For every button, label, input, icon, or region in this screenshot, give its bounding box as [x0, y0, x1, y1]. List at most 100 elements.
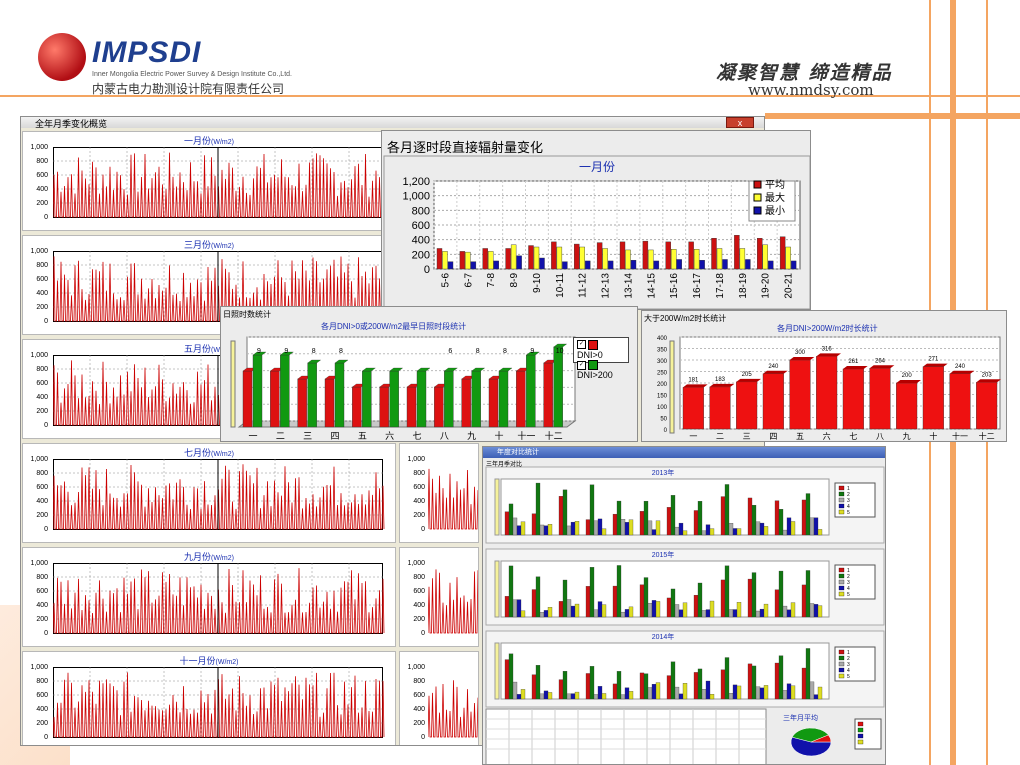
bar: [520, 689, 526, 700]
bar: [566, 693, 572, 700]
checkbox[interactable]: ✓: [577, 360, 586, 370]
x-tick-label: 十二: [545, 430, 563, 441]
legend-label: 3: [847, 498, 850, 504]
data-label: 9: [530, 348, 534, 355]
bar: [678, 693, 684, 700]
bar: [651, 600, 657, 618]
bar: [670, 588, 676, 618]
data-label: 271: [928, 357, 939, 363]
x-tick-label: 二: [716, 432, 724, 441]
checkbox[interactable]: ✓: [577, 340, 586, 350]
y-tick-label: 1,000: [30, 560, 48, 567]
y-tick-label: 800: [36, 470, 48, 477]
bar-top: [896, 380, 921, 383]
x-tick-label: 九: [467, 431, 476, 441]
slide-horizontal-rule: [765, 113, 1020, 119]
bar: [759, 522, 765, 536]
y-tick-label: 0: [44, 630, 48, 637]
bar: [720, 669, 726, 700]
dni200-chart: 400 350 300 250 200 150 100 50 0 181 一 183 二 205 三 240 四…: [657, 336, 1001, 441]
bar: [896, 382, 918, 430]
data-label: 9: [284, 348, 288, 355]
bar: [734, 235, 740, 270]
axis-wall: [230, 340, 236, 428]
legend-swatch: [838, 573, 845, 579]
legend-swatch: [588, 339, 598, 350]
data-label: 8: [339, 348, 343, 355]
radiation-timeseries: [53, 563, 385, 634]
x-tick-label: 十一: [952, 431, 968, 441]
axis-wall: [669, 340, 675, 434]
bar: [616, 500, 622, 536]
bar: [528, 245, 534, 270]
y-tick-label: 400: [36, 602, 48, 609]
bar: [647, 520, 653, 536]
y-tick-label: 400: [413, 498, 425, 505]
y-tick-label: 1,000: [407, 456, 425, 463]
bar: [682, 387, 704, 430]
bar: [547, 692, 553, 700]
slide-horizontal-rule: [0, 95, 1020, 97]
bar-top: [709, 383, 735, 387]
bar: [736, 528, 742, 536]
bar: [547, 607, 553, 618]
direct-radiation-chart: 一月份 1,200 1,000 800 600 400 200 0 5-6 6-7 7-8 8-9 9-…: [383, 155, 810, 309]
bar: [666, 507, 672, 536]
bar: [504, 511, 510, 536]
data-label: 300: [795, 350, 806, 356]
bar: [498, 370, 509, 428]
y-tick-label: 200: [413, 616, 425, 623]
bar-top: [443, 367, 458, 372]
legend-swatch: [753, 206, 762, 215]
bar: [558, 496, 564, 536]
bar: [701, 530, 707, 536]
bar: [782, 690, 788, 700]
x-tick-label: 三: [303, 431, 312, 441]
x-tick-label: 18-19: [738, 273, 749, 299]
bar-top: [923, 363, 948, 367]
bar: [334, 362, 345, 428]
x-tick-label: 六: [823, 431, 831, 441]
bar: [628, 691, 634, 700]
x-tick-label: 九: [903, 432, 911, 441]
y-tick-label: 150: [657, 394, 668, 400]
month-panel-secondary: 1,000 800 600 400 200 0: [399, 651, 479, 745]
company-logo-icon: [38, 33, 86, 81]
bar: [526, 354, 536, 428]
data-label: 10: [556, 348, 564, 355]
y-tick-label: 0: [421, 734, 425, 741]
bar: [801, 584, 807, 618]
x-tick-label: 十: [494, 430, 503, 441]
bar: [648, 249, 654, 270]
bar: [539, 524, 545, 536]
bar: [778, 509, 784, 536]
yearly-comparison-window: 年度对比统计 三年月季对比 2013年 1 2 3 4 5 2015年 1 2 3 4 5 2014年 1…: [482, 446, 886, 765]
bar: [817, 529, 823, 536]
dni200-window: 大于200W/m2时长统计 各月DNI>200W/m2时长统计 400 350 30…: [641, 310, 1007, 442]
close-button[interactable]: x: [726, 117, 754, 128]
legend-label: 3: [847, 662, 850, 668]
bar: [763, 603, 769, 618]
axis-wall: [494, 642, 500, 700]
x-tick-label: 15-16: [669, 273, 680, 299]
bar: [471, 370, 481, 428]
bar: [789, 359, 811, 430]
legend-label: 平均: [765, 179, 785, 191]
bar: [759, 608, 765, 618]
legend-swatch: [838, 503, 845, 509]
month-panel: 九月份(W/m2) 1,000 800 600 400 200 0: [22, 547, 396, 647]
plot-area: [500, 642, 830, 700]
data-label: 240: [955, 364, 966, 370]
legend-label: 5: [847, 592, 850, 598]
bar: [817, 686, 823, 700]
bar: [436, 248, 443, 270]
x-tick-label: 十一: [517, 430, 535, 441]
bar: [508, 565, 514, 618]
bar: [539, 257, 545, 270]
x-tick-label: 十: [929, 431, 937, 441]
bar: [488, 251, 494, 270]
bar: [639, 511, 645, 536]
bar: [720, 496, 726, 536]
bar: [520, 610, 526, 618]
y-tick-label: 1,000: [30, 144, 48, 151]
